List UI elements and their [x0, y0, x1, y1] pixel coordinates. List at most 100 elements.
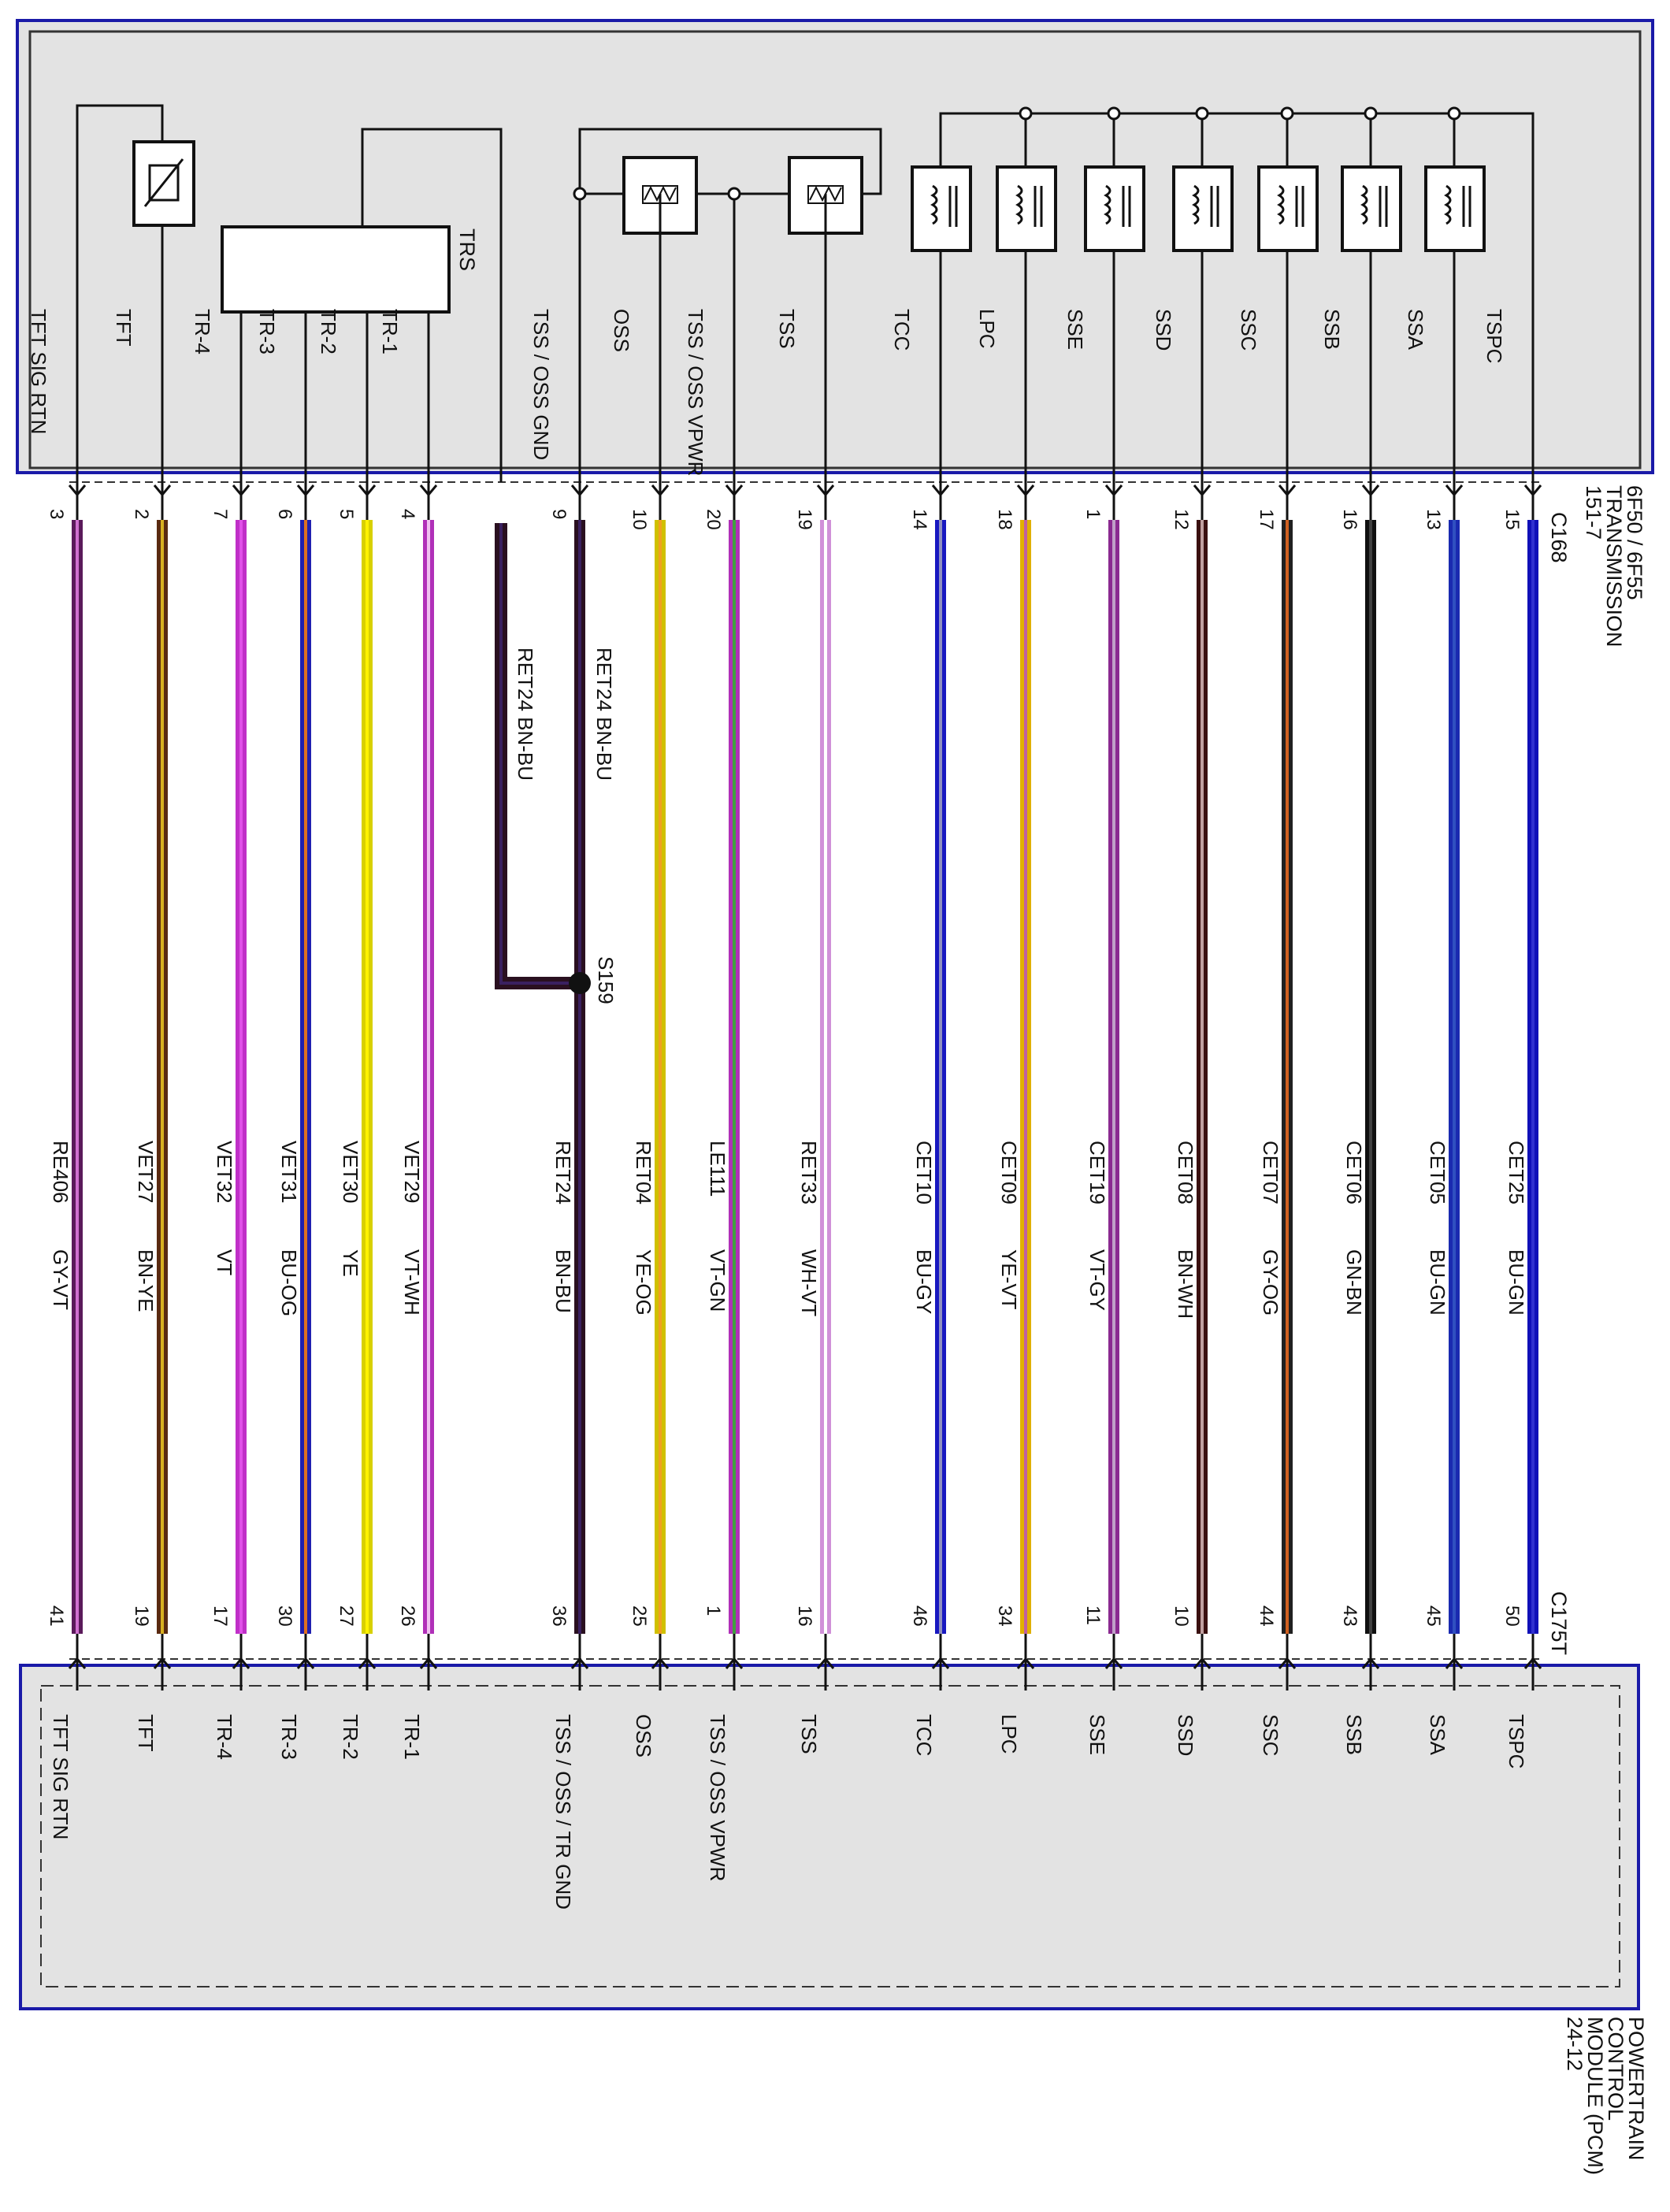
- top-pin-vet27: 2: [131, 509, 152, 519]
- color-code-cet10: BU-GY: [912, 1249, 936, 1314]
- bottom-label-cet09: LPC: [997, 1714, 1021, 1754]
- solenoid-icon: [1424, 165, 1486, 252]
- top-pin-vet29: 4: [397, 509, 418, 519]
- color-code-ret04: YE-OG: [632, 1249, 655, 1316]
- top-pin-ret24: 9: [548, 509, 570, 519]
- solenoid-coil: [1104, 184, 1131, 227]
- bottom-pin-le111: 1: [703, 1605, 724, 1616]
- splice-branch-core: [499, 523, 580, 985]
- bottom-pin-ret24: 36: [548, 1605, 570, 1627]
- bottom-pin-vet27: 19: [131, 1605, 152, 1627]
- c168-terminal-icon: [232, 479, 250, 520]
- c175t-terminal-icon: [725, 1634, 744, 1678]
- c175t-terminal-icon: [1445, 1634, 1464, 1678]
- c168-terminal-icon: [1104, 479, 1123, 520]
- top-label-ret04: OSS: [610, 309, 633, 352]
- c168-terminal-icon: [1193, 479, 1212, 520]
- bottom-label-vet31: TR-3: [277, 1714, 301, 1760]
- transmission-title-1: 6F50 / 6F55: [1623, 485, 1646, 600]
- bottom-label-vet32: TR-4: [213, 1714, 236, 1760]
- c168-terminal-icon: [651, 479, 670, 520]
- c168-terminal-icon: [296, 479, 315, 520]
- c168-terminal-icon: [1361, 479, 1380, 520]
- solenoid-group: [911, 106, 1486, 252]
- circuit-vet31: VET31: [277, 1141, 301, 1204]
- bottom-label-ret04: OSS: [632, 1714, 655, 1757]
- c175t-terminal-icon: [931, 1634, 950, 1678]
- top-label-cet07: SSC: [1237, 309, 1260, 351]
- top-pin-cet07: 17: [1256, 509, 1277, 530]
- transmission-title-2: TRANSMISSION: [1602, 485, 1626, 648]
- c175t-terminal-icon: [68, 1634, 87, 1678]
- splice-upper-left-label: RET24 BN-BU: [514, 648, 537, 781]
- top-pin-cet25: 15: [1501, 509, 1523, 530]
- splice-s159-dot: [569, 972, 591, 994]
- bottom-label-cet08: SSD: [1174, 1714, 1197, 1756]
- top-label-cet06: SSB: [1320, 309, 1344, 350]
- c175t-terminal-icon: [419, 1634, 438, 1678]
- top-label-vet30: TR-2: [317, 309, 340, 354]
- bottom-label-vet30: TR-2: [339, 1714, 362, 1760]
- bottom-label-cet19: SSE: [1086, 1714, 1109, 1755]
- supply-node-icon: [1019, 106, 1033, 121]
- circuit-ret33: RET33: [797, 1141, 821, 1204]
- c175t-terminal-icon: [1361, 1634, 1380, 1678]
- tft-thermistor-icon: [132, 140, 195, 227]
- color-code-cet07: GY-OG: [1259, 1249, 1282, 1316]
- color-code-vet30: YE: [339, 1249, 362, 1277]
- c168-terminal-icon: [358, 479, 377, 520]
- c168-terminal-icon: [1278, 479, 1297, 520]
- color-code-cet09: YE-VT: [997, 1249, 1021, 1310]
- bottom-pin-cet25: 50: [1501, 1605, 1523, 1627]
- splice-s159-label: S159: [594, 956, 618, 1004]
- c175t-terminal-icon: [1104, 1634, 1123, 1678]
- c168-terminal-icon: [1016, 479, 1035, 520]
- bottom-label-cet07: SSC: [1259, 1714, 1282, 1756]
- pcm-title-3: MODULE (PCM): [1583, 2017, 1607, 2175]
- c168-terminal-icon: [931, 479, 950, 520]
- c175t-terminal-icon: [816, 1634, 835, 1678]
- circuit-ret24: RET24: [551, 1141, 575, 1204]
- bottom-pin-cet07: 44: [1256, 1605, 1277, 1627]
- c175t-label: C175T: [1547, 1591, 1571, 1655]
- circuit-vet32: VET32: [213, 1141, 236, 1204]
- top-label-ret33: TSS: [775, 309, 799, 349]
- transmission-title: 6F50 / 6F55 TRANSMISSION 151-7: [1582, 485, 1646, 648]
- top-label-vet27: TFT: [112, 309, 135, 347]
- bottom-label-cet10: TCC: [912, 1714, 936, 1756]
- c175t-terminal-icon: [1016, 1634, 1035, 1678]
- c175t-terminal-icon: [1523, 1634, 1542, 1678]
- circuit-vet30: VET30: [339, 1141, 362, 1204]
- c168-terminal-icon: [419, 479, 438, 520]
- top-label-vet32: TR-4: [191, 309, 214, 354]
- circuit-cet08: CET08: [1174, 1141, 1197, 1204]
- color-code-cet05: BU-GN: [1426, 1249, 1449, 1316]
- bottom-pin-ret04: 25: [629, 1605, 650, 1627]
- color-code-cet06: GN-BN: [1342, 1249, 1366, 1316]
- c168-terminal-icon: [570, 479, 589, 520]
- tft-thermistor-body: [148, 164, 180, 202]
- pcm-box-inner: [40, 1685, 1620, 1987]
- bottom-pin-ret33: 16: [794, 1605, 815, 1627]
- bottom-label-cet25: TSPC: [1505, 1714, 1528, 1768]
- trs-label: TRS: [455, 228, 479, 271]
- pcm-title-2: CONTROL: [1604, 2017, 1627, 2121]
- supply-node-icon: [1195, 106, 1209, 121]
- bottom-pin-cet08: 10: [1171, 1605, 1192, 1627]
- color-code-ret24: BN-BU: [551, 1249, 575, 1313]
- bottom-label-ret24: TSS / OSS / TR GND: [551, 1714, 575, 1910]
- c175t-terminal-icon: [570, 1634, 589, 1678]
- color-code-cet25: BU-GN: [1505, 1249, 1528, 1316]
- top-label-re406: TFT SIG RTN: [27, 309, 50, 434]
- circuit-ret04: RET04: [632, 1141, 655, 1204]
- pcm-title-4: 24-12: [1563, 2017, 1586, 2071]
- circuit-le111: LE111: [706, 1141, 729, 1197]
- top-pin-re406: 3: [46, 509, 67, 519]
- bottom-pin-cet05: 45: [1423, 1605, 1444, 1627]
- c175t-terminal-icon: [1193, 1634, 1212, 1678]
- transmission-box-inner: [28, 30, 1642, 469]
- solenoid-icon: [1172, 165, 1234, 252]
- top-label-vet31: TR-3: [255, 309, 279, 354]
- bottom-pin-vet30: 27: [336, 1605, 357, 1627]
- color-code-re406: GY-VT: [49, 1249, 72, 1310]
